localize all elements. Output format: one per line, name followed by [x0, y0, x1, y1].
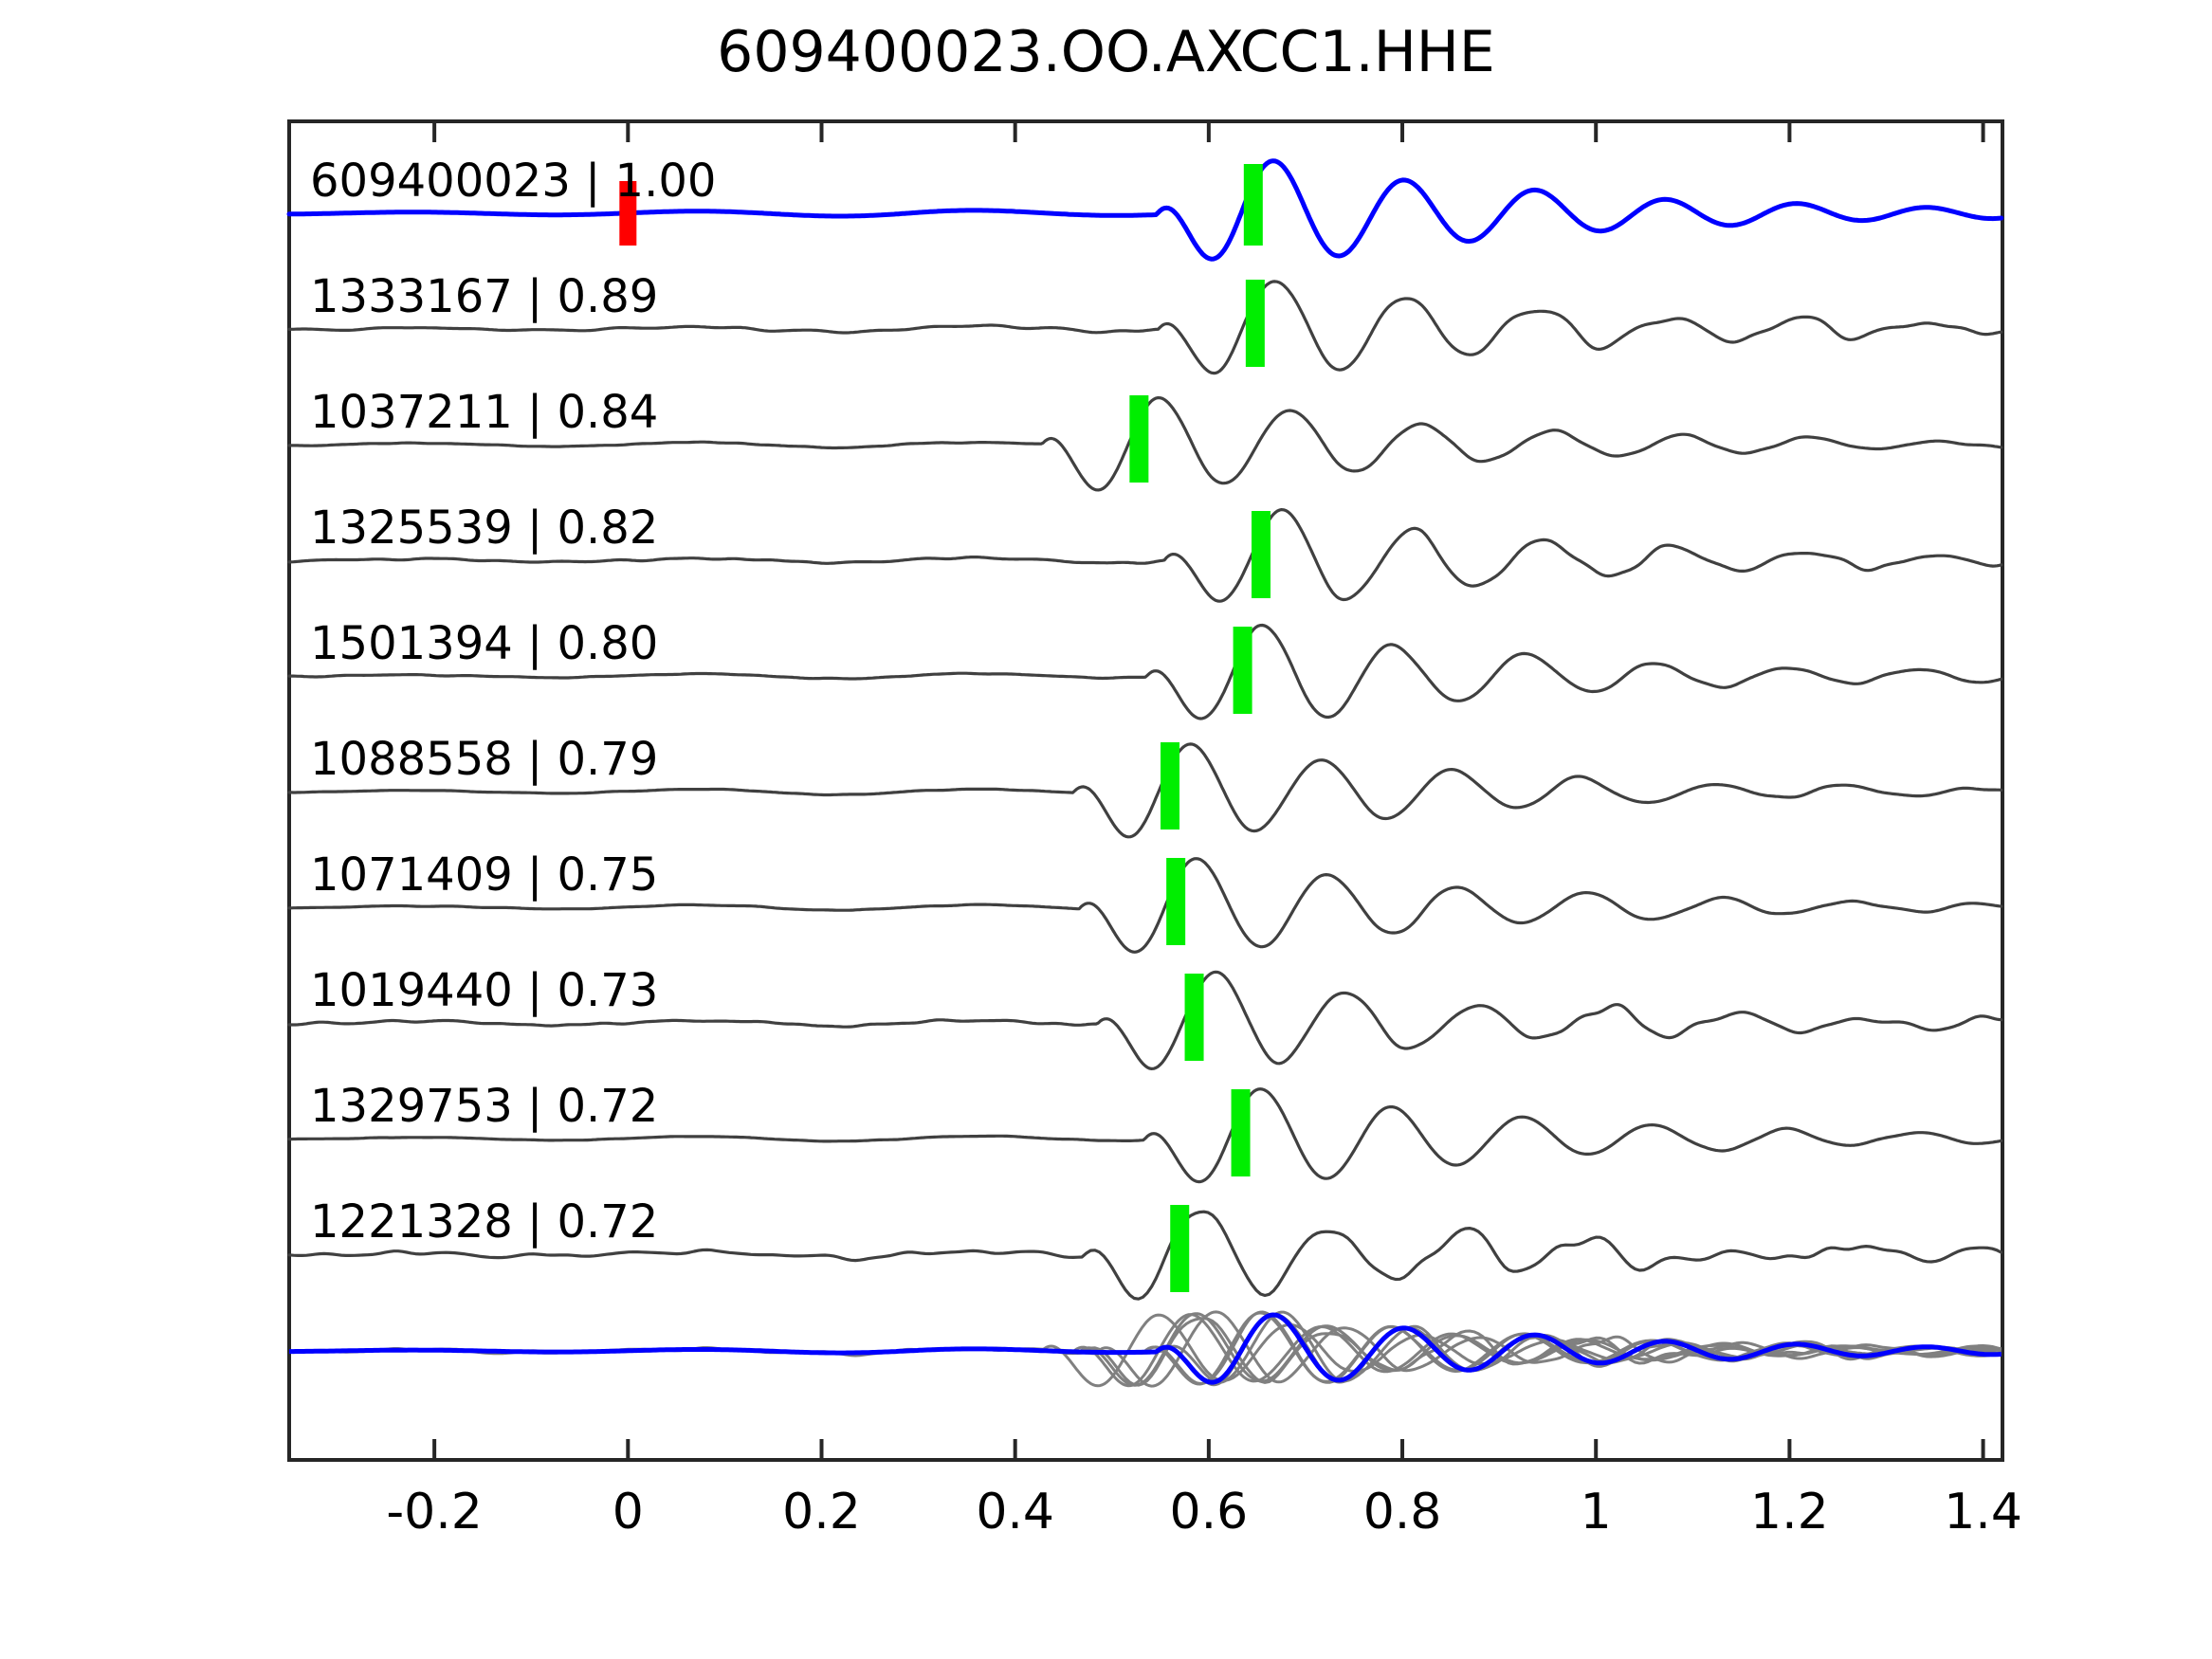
x-axis-ticks: -0.2 0 0.2 0.4 0.6 0.8 1 1.2 1.4 [386, 121, 2022, 1540]
x-tick-label: -0.2 [386, 1484, 482, 1540]
x-tick-label: 1.4 [1944, 1484, 2022, 1540]
x-tick-label: 0.2 [782, 1484, 861, 1540]
waveform-trace [287, 280, 2003, 375]
x-tick-label: 0.6 [1170, 1484, 1249, 1540]
page-title: 609400023.OO.AXCC1.HHE [717, 19, 1495, 85]
phase-pick-marker [1233, 627, 1252, 714]
x-tick-label: 0.8 [1363, 1484, 1442, 1540]
origin-time-marker [619, 181, 637, 246]
waveform-trace [287, 1087, 2003, 1184]
waveform-trace [287, 970, 2003, 1070]
waveform-trace [287, 742, 2003, 839]
waveform-trace [287, 508, 2003, 603]
trace-label: 1071409 | 0.75 [310, 848, 658, 902]
waveform-trace [287, 623, 2003, 720]
trace-label: 1037211 | 0.84 [310, 386, 658, 439]
trace-label: 1221328 | 0.72 [310, 1195, 658, 1249]
waveform-trace [287, 857, 2003, 954]
waveform-traces [286, 158, 2004, 1388]
trace-label: 609400023 | 1.00 [310, 155, 716, 208]
phase-pick-marker [1170, 1205, 1190, 1292]
trace-label: 1088558 | 0.79 [310, 733, 658, 786]
phase-pick-marker [1166, 858, 1186, 945]
trace-label: 1501394 | 0.80 [310, 617, 658, 670]
x-tick-label: 0.4 [976, 1484, 1054, 1540]
trace-label: 1333167 | 0.89 [310, 270, 658, 323]
trace-labels: 609400023 | 1.00 1333167 | 0.89 1037211 | … [310, 155, 716, 1249]
phase-pick-marker [1129, 395, 1149, 483]
stack-template-trace [288, 1312, 2002, 1385]
phase-pick-marker [1231, 1089, 1251, 1176]
pick-markers [619, 164, 1271, 1292]
waveform-trace [287, 1210, 2003, 1301]
phase-pick-marker [1161, 742, 1180, 830]
trace-label: 1019440 | 0.73 [310, 964, 658, 1017]
x-tick-label: 1.2 [1750, 1484, 1829, 1540]
x-tick-label: 0 [612, 1484, 644, 1540]
phase-pick-marker [1245, 280, 1265, 367]
stack-overlay-panel [288, 1310, 2002, 1388]
trace-label: 1329753 | 0.72 [310, 1080, 658, 1133]
x-tick-label: 1 [1581, 1484, 1612, 1540]
trace-label: 1325539 | 0.82 [310, 501, 658, 555]
phase-pick-marker [1243, 164, 1263, 246]
phase-pick-marker [1184, 974, 1204, 1061]
phase-pick-marker [1251, 511, 1271, 598]
waveform-trace [286, 158, 2004, 262]
